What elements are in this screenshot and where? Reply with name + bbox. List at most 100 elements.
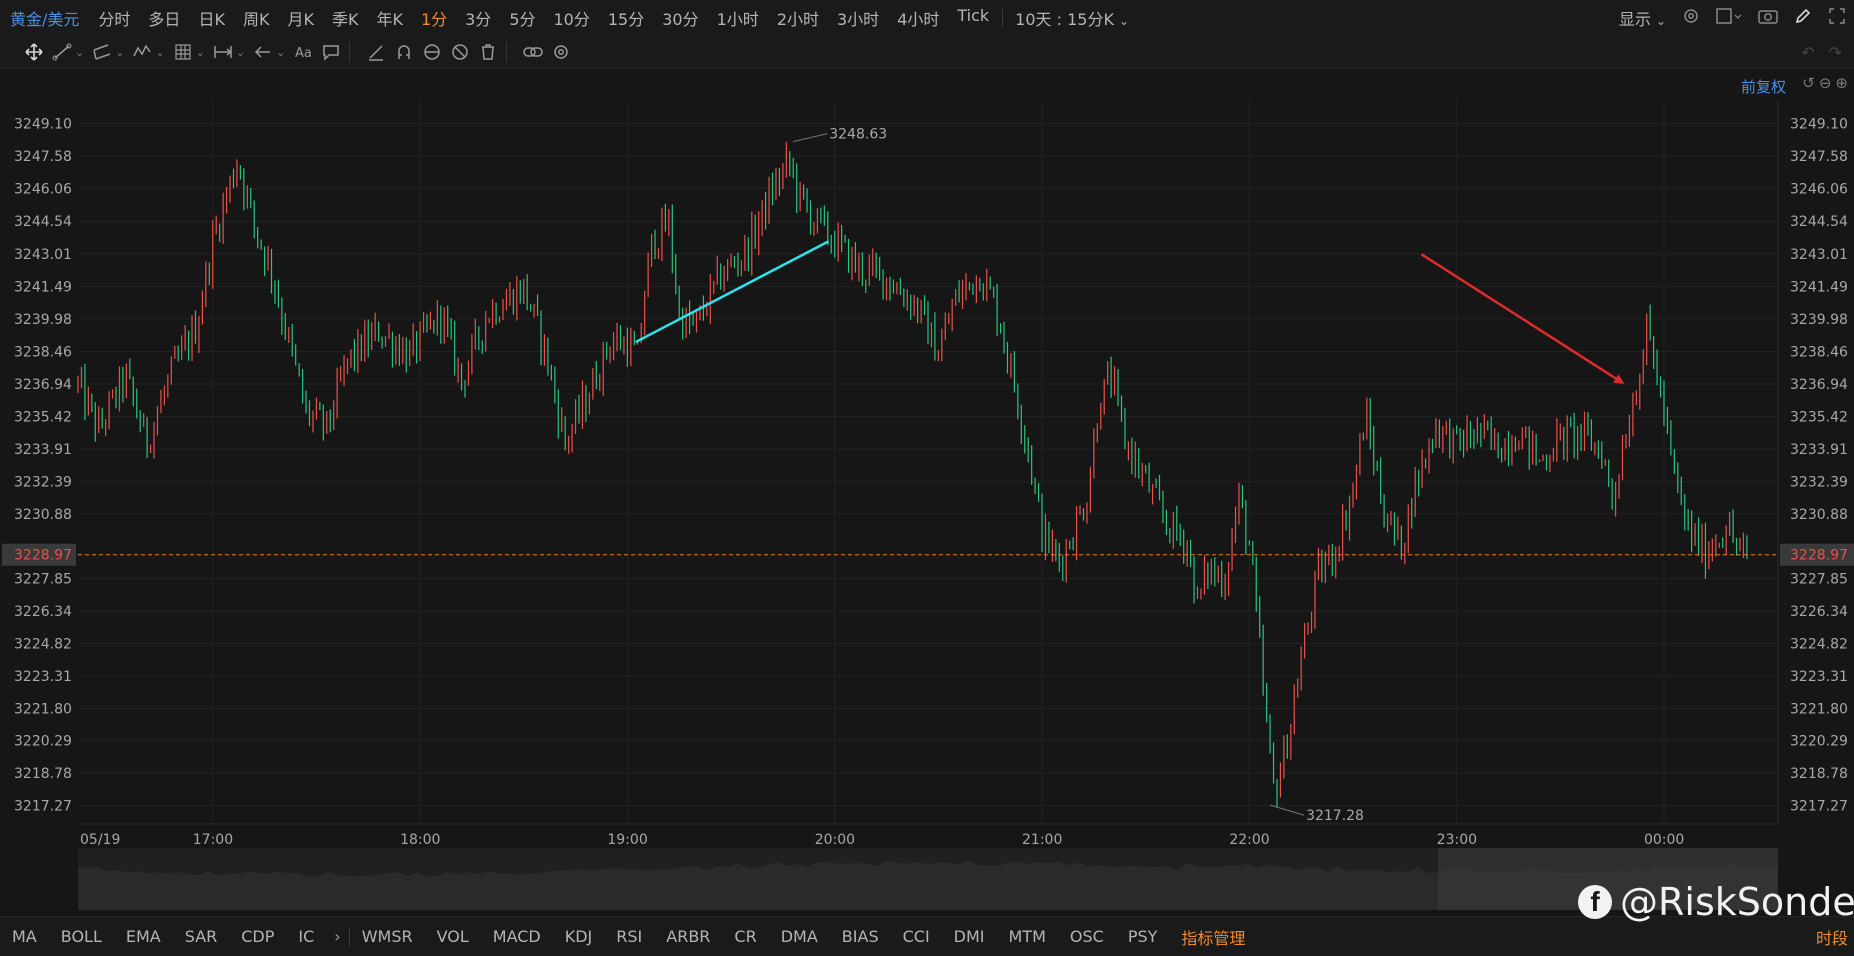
x-tick-label: 00:00 bbox=[1644, 832, 1684, 848]
timeframe-8[interactable]: 3分 bbox=[465, 10, 492, 29]
timeframe-11[interactable]: 15分 bbox=[607, 10, 645, 29]
pen-icon[interactable] bbox=[1794, 7, 1812, 29]
time-navigator[interactable] bbox=[78, 848, 1778, 910]
range-selector[interactable]: 10天 : 15分K ⌄ bbox=[1007, 6, 1137, 30]
y-tick-label-left: 3236.94 bbox=[14, 377, 72, 393]
y-tick-label-right: 3243.01 bbox=[1790, 247, 1848, 263]
channel-tool-icon[interactable]: ⌄ bbox=[92, 42, 124, 62]
y-tick-label-right: 3221.80 bbox=[1790, 701, 1848, 717]
timeframe-6[interactable]: 年K bbox=[376, 10, 403, 29]
timeframe-15[interactable]: 3小时 bbox=[837, 10, 880, 29]
display-label: 显示 bbox=[1618, 10, 1651, 29]
chevron-down-icon: ⌄ bbox=[75, 45, 85, 59]
hide-tool-icon[interactable] bbox=[422, 42, 442, 62]
arrow-annotation[interactable] bbox=[1420, 253, 1625, 384]
navigator-preview bbox=[78, 848, 1778, 910]
text-tool-icon[interactable]: Aa bbox=[293, 42, 313, 62]
indicator-ma[interactable]: MA bbox=[12, 927, 37, 946]
indicator-wmsr[interactable]: WMSR bbox=[361, 927, 413, 946]
indicator-sar[interactable]: SAR bbox=[184, 927, 218, 946]
chevron-down-icon: ⌄ bbox=[115, 45, 125, 59]
indicator-cr[interactable]: CR bbox=[734, 927, 757, 946]
fullscreen-icon[interactable] bbox=[1828, 7, 1846, 29]
settings-icon[interactable] bbox=[551, 42, 571, 62]
reset-icon[interactable]: ↺ bbox=[1802, 74, 1815, 92]
measure-tool-icon[interactable]: ⌄ bbox=[213, 42, 245, 62]
x-tick-label: 21:00 bbox=[1022, 832, 1062, 848]
zoom-in-icon[interactable]: ⊕ bbox=[1835, 74, 1848, 92]
timeframe-16[interactable]: 4小时 bbox=[897, 10, 940, 29]
undo-icon[interactable]: ↶ bbox=[1801, 42, 1815, 62]
topbar-right: 显示 ⌄ bbox=[1611, 0, 1854, 36]
indicator-macd[interactable]: MACD bbox=[492, 927, 541, 946]
timeframe-7[interactable]: 1分 bbox=[420, 10, 448, 29]
timeframe-9[interactable]: 5分 bbox=[509, 10, 536, 29]
move-icon[interactable] bbox=[24, 42, 44, 62]
indicator-ic[interactable]: IC bbox=[298, 927, 315, 946]
indicator-osc[interactable]: OSC bbox=[1069, 927, 1104, 946]
timeframe-bar: 黄金/美元 分时 多日 日K 周K 月K 季K 年K 1分 3分 5分 10分 15分 30分 1小时 2小… bbox=[0, 0, 1854, 37]
line-tool-icon[interactable]: ⌄ bbox=[52, 42, 84, 62]
x-tick-label: 18:00 bbox=[400, 832, 440, 848]
timeframe-13[interactable]: 1小时 bbox=[716, 10, 759, 29]
price-chart[interactable]: 3249.10 3249.10 3247.58 3247.58 3246.06 3246.… bbox=[0, 68, 1854, 848]
indicator-bar: MA BOLL EMA SAR CDP IC › WMSR VOL MACD KDJ RSI ARB… bbox=[0, 916, 1854, 956]
magnet-icon[interactable] bbox=[394, 42, 414, 62]
brush-tool-icon[interactable] bbox=[366, 42, 386, 62]
timeframe-2[interactable]: 日K bbox=[198, 10, 225, 29]
current-price-label-left: 3228.97 bbox=[14, 548, 72, 564]
indicator-ema[interactable]: EMA bbox=[125, 927, 161, 946]
comment-tool-icon[interactable] bbox=[321, 42, 341, 62]
timeframe-1[interactable]: 多日 bbox=[148, 10, 181, 29]
x-tick-label: 17:00 bbox=[193, 832, 233, 848]
x-tick-label: 22:00 bbox=[1229, 832, 1269, 848]
indicator-dma[interactable]: DMA bbox=[780, 927, 818, 946]
timeframe-14[interactable]: 2小时 bbox=[776, 10, 819, 29]
arrow-tool-icon[interactable]: ⌄ bbox=[253, 42, 285, 62]
indicator-bias[interactable]: BIAS bbox=[841, 927, 879, 946]
timeframe-5[interactable]: 季K bbox=[331, 10, 359, 29]
timeframe-12[interactable]: 30分 bbox=[662, 10, 699, 29]
timeframe-17[interactable]: Tick bbox=[957, 6, 990, 25]
chevron-right-icon[interactable]: › bbox=[334, 927, 341, 946]
x-tick-label: 23:00 bbox=[1437, 832, 1477, 848]
timeframe-4[interactable]: 月K bbox=[287, 10, 314, 29]
timeframe-3[interactable]: 周K bbox=[242, 10, 270, 29]
redo-icon[interactable]: ↷ bbox=[1828, 42, 1842, 62]
link-icon[interactable] bbox=[523, 42, 544, 62]
y-tick-label-left: 3239.98 bbox=[14, 312, 72, 328]
period-button[interactable]: 时段 bbox=[1815, 928, 1848, 948]
y-tick-label-right: 3244.54 bbox=[1790, 214, 1848, 230]
y-tick-label-left: 3221.80 bbox=[14, 701, 72, 717]
settings-icon[interactable] bbox=[1682, 7, 1700, 29]
facebook-icon: f bbox=[1578, 885, 1612, 919]
indicator-dmi[interactable]: DMI bbox=[953, 927, 985, 946]
camera-icon[interactable] bbox=[1758, 7, 1778, 29]
indicator-boll[interactable]: BOLL bbox=[60, 927, 102, 946]
indicator-vol[interactable]: VOL bbox=[436, 927, 469, 946]
indicator-psy[interactable]: PSY bbox=[1127, 927, 1158, 946]
symbol-label[interactable]: 黄金/美元 bbox=[10, 10, 80, 29]
drawing-toolbar: ⌄ ⌄ ⌄ ⌄ ⌄ ⌄ Aa bbox=[0, 36, 1854, 69]
indicator-arbr[interactable]: ARBR bbox=[666, 927, 711, 946]
indicator-rsi[interactable]: RSI bbox=[616, 927, 643, 946]
visibility-icon[interactable] bbox=[450, 42, 470, 62]
y-tick-label-right: 3220.29 bbox=[1790, 734, 1848, 750]
adjust-mode[interactable]: 前复权 bbox=[1740, 78, 1786, 96]
divider bbox=[348, 927, 350, 946]
indicator-manager-button[interactable]: 指标管理 bbox=[1181, 928, 1246, 948]
chevron-down-icon: ⌄ bbox=[1655, 14, 1666, 28]
wave-tool-icon[interactable]: ⌄ bbox=[132, 42, 165, 62]
indicator-kdj[interactable]: KDJ bbox=[564, 927, 593, 946]
indicator-cdp[interactable]: CDP bbox=[241, 927, 275, 946]
zoom-out-icon[interactable]: ⊖ bbox=[1818, 74, 1832, 92]
delete-icon[interactable] bbox=[478, 42, 498, 62]
layout-icon[interactable] bbox=[1716, 7, 1742, 29]
trendline-annotation[interactable] bbox=[635, 240, 830, 344]
timeframe-0[interactable]: 分时 bbox=[98, 10, 131, 29]
display-dropdown[interactable]: 显示 ⌄ bbox=[1619, 6, 1666, 30]
indicator-mtm[interactable]: MTM bbox=[1008, 927, 1046, 946]
indicator-cci[interactable]: CCI bbox=[902, 927, 930, 946]
timeframe-10[interactable]: 10分 bbox=[553, 10, 590, 29]
grid-tool-icon[interactable]: ⌄ bbox=[173, 42, 205, 62]
